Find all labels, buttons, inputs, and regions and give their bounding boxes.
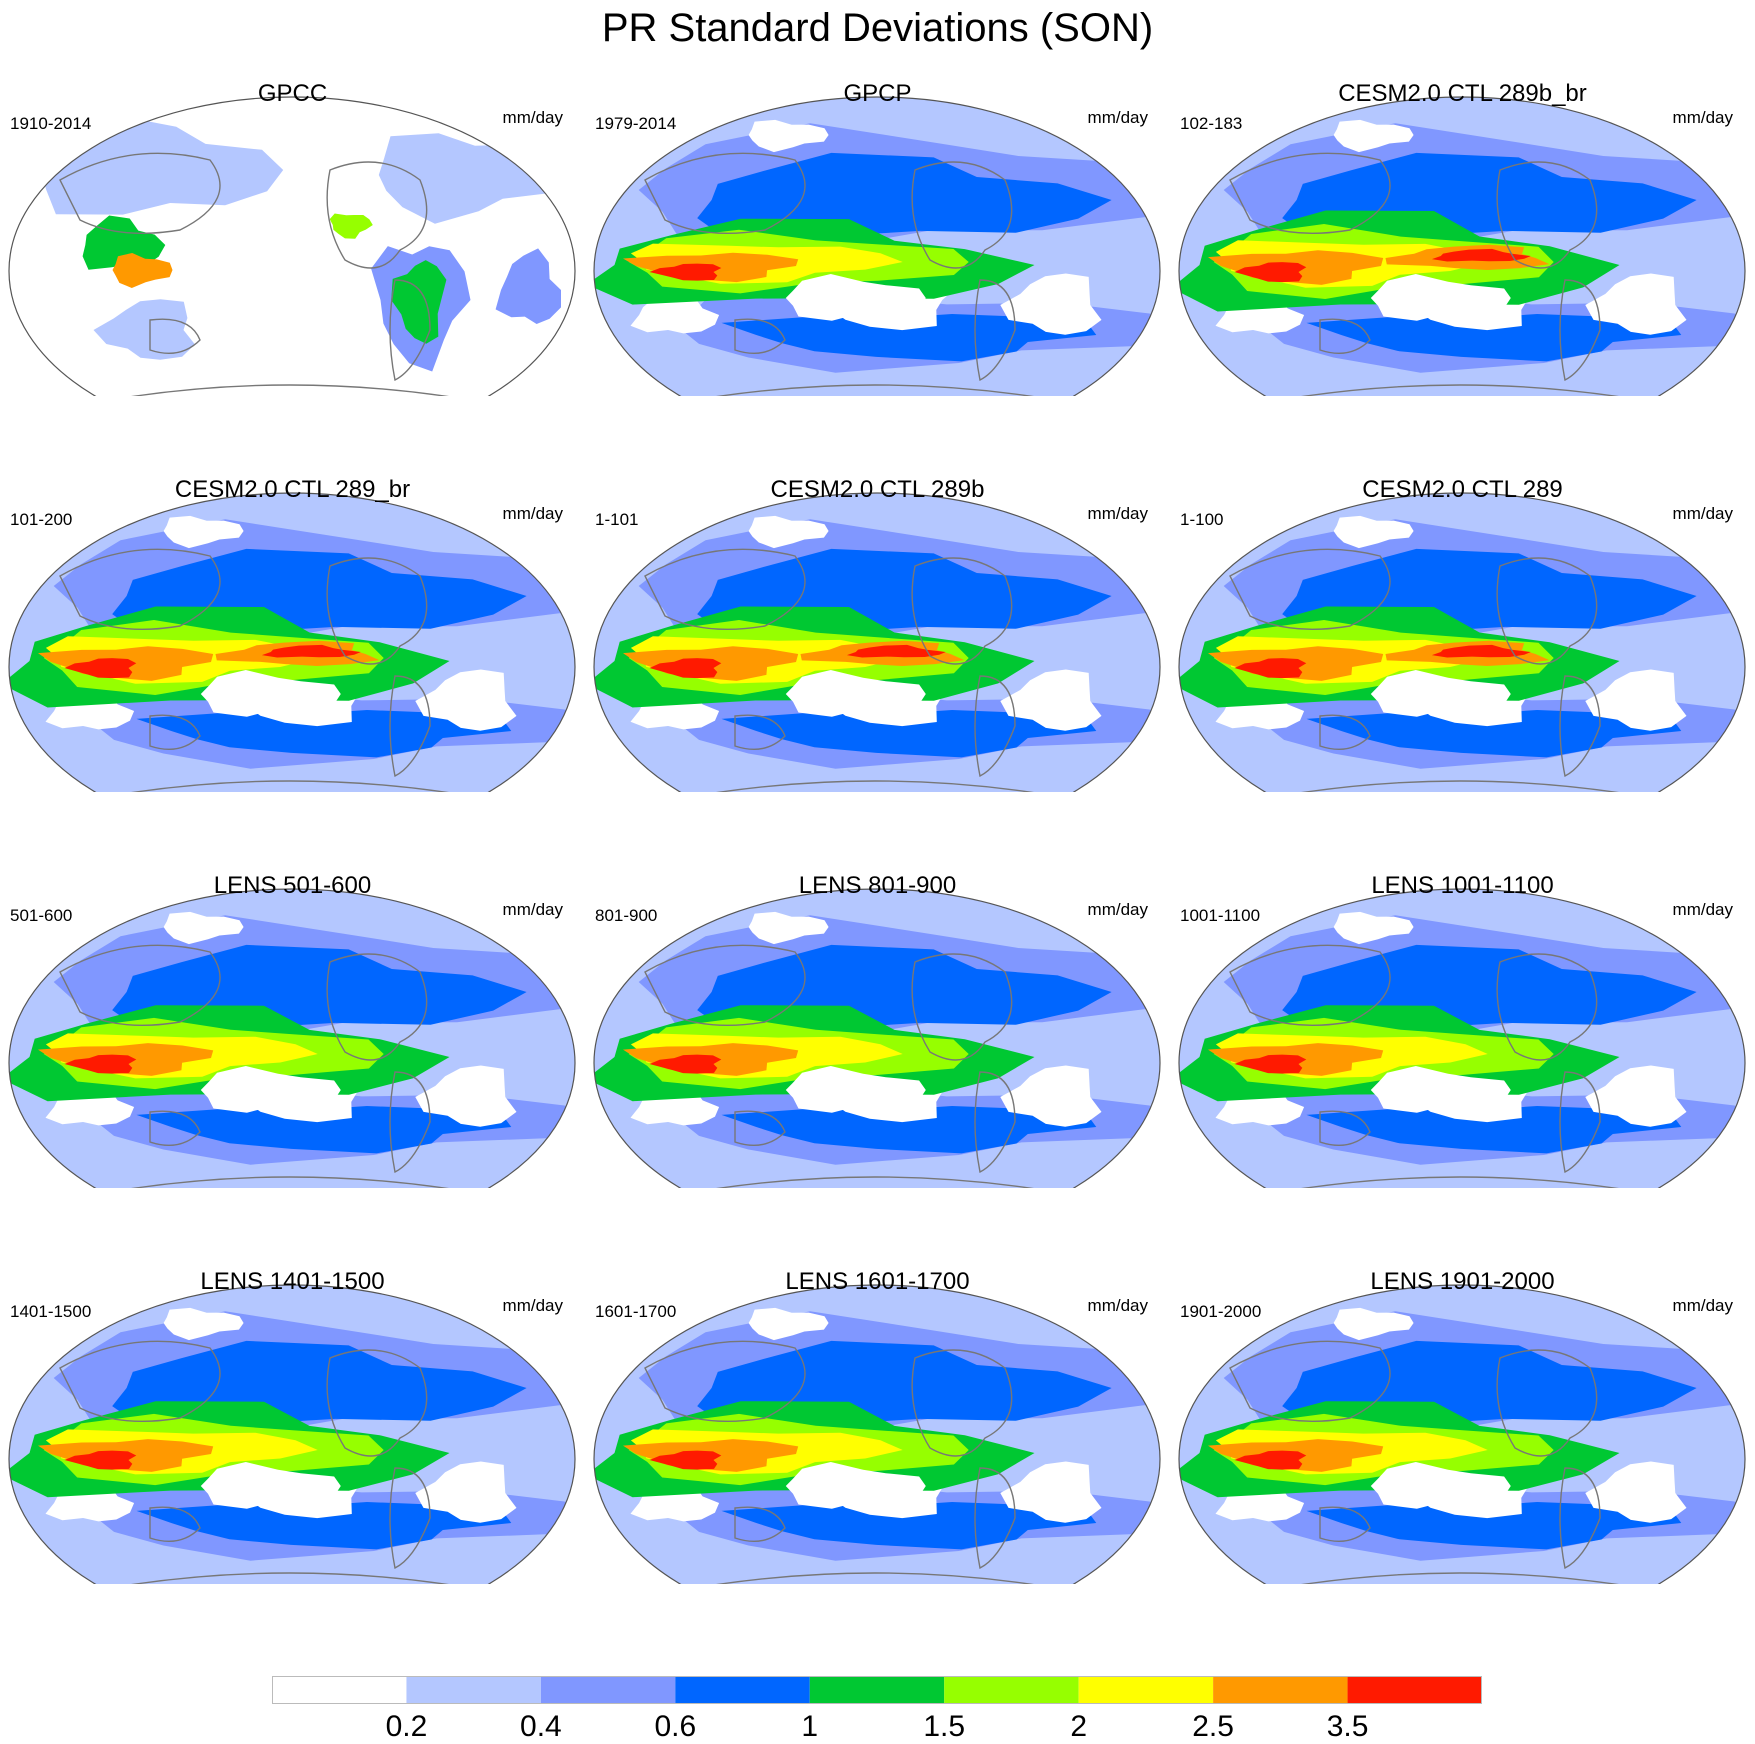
panel-period: 1910-2014 — [10, 114, 92, 133]
colorbar-swatch — [406, 1676, 541, 1704]
figure-title: PR Standard Deviations (SON) — [601, 6, 1154, 50]
map-svg — [1178, 1284, 1746, 1584]
precip-field — [9, 97, 575, 396]
panel-period: 801-900 — [595, 906, 658, 925]
colorbar-tick-label: 1.5 — [923, 1710, 966, 1743]
map-svg — [593, 888, 1161, 1188]
panel-title: CESM2.0 CTL 289_br — [174, 476, 411, 503]
panel-period: 1901-2000 — [1180, 1302, 1262, 1321]
panel-period: 1001-1100 — [1180, 906, 1261, 925]
panel-title: LENS 1001-1100 — [1371, 872, 1554, 899]
panel-units: mm/day — [1672, 504, 1733, 523]
precip-field — [594, 493, 1160, 792]
panel-units: mm/day — [1087, 504, 1148, 523]
map-svg — [593, 96, 1161, 396]
precip-field — [1179, 1285, 1745, 1584]
colorbar-tick-label: 1 — [801, 1710, 819, 1743]
map-panel: LENS 1901-2000 1901-2000 mm/day — [1170, 1188, 1755, 1584]
precip-field — [1179, 889, 1745, 1188]
precip-field — [1179, 97, 1745, 396]
map-svg — [8, 1284, 576, 1584]
map-panel: LENS 501-600 501-600 mm/day — [0, 792, 585, 1188]
colorbar-tick-label: 0.2 — [385, 1710, 428, 1743]
panel-units: mm/day — [1087, 1296, 1148, 1315]
colorbar-tick-label: 3.5 — [1326, 1710, 1369, 1743]
map-panel: GPCC 1910-2014 mm/day — [0, 0, 585, 396]
panel-title: LENS 1401-1500 — [200, 1268, 385, 1295]
colorbar-swatch — [540, 1676, 676, 1704]
colorbar-swatch — [1347, 1676, 1482, 1704]
panel-units: mm/day — [1087, 900, 1148, 919]
precip-field — [594, 97, 1160, 396]
colorbar-swatch — [675, 1676, 810, 1704]
panel-units: mm/day — [1087, 108, 1148, 127]
panel-period: 501-600 — [10, 906, 73, 925]
map-svg — [8, 888, 576, 1188]
colorbar-tick-label: 2.5 — [1192, 1710, 1234, 1743]
map-svg — [593, 492, 1161, 792]
panel-period: 101-200 — [10, 510, 73, 529]
panel-units: mm/day — [502, 108, 563, 127]
panel-units: mm/day — [502, 504, 563, 523]
colorbar-swatch — [272, 1676, 407, 1704]
precip-field — [594, 889, 1160, 1188]
panel-period: 1-101 — [595, 510, 639, 529]
panel-title: LENS 1901-2000 — [1370, 1268, 1555, 1295]
colorbar-swatch — [944, 1676, 1079, 1704]
map-panel: GPCP 1979-2014 mm/day — [585, 0, 1170, 396]
panel-units: mm/day — [1672, 900, 1733, 919]
colorbar-tick-label: 2 — [1070, 1710, 1087, 1743]
panel-title: LENS 801-900 — [798, 872, 957, 899]
colorbar-swatch — [1078, 1676, 1214, 1704]
map-svg — [1178, 96, 1746, 396]
panel-title: CESM2.0 CTL 289b — [770, 476, 985, 503]
panel-period: 1601-1700 — [595, 1302, 677, 1321]
precip-field — [1179, 493, 1745, 792]
map-svg — [1178, 888, 1746, 1188]
map-panel: LENS 1601-1700 1601-1700 mm/day — [585, 1188, 1170, 1584]
panel-title: LENS 501-600 — [213, 872, 372, 899]
panel-title: CESM2.0 CTL 289 — [1362, 476, 1563, 503]
panel-units: mm/day — [502, 900, 563, 919]
panel-period: 102-183 — [1180, 114, 1243, 133]
map-svg — [8, 492, 576, 792]
colorbar — [272, 1676, 1482, 1704]
map-panel: CESM2.0 CTL 289b_br 102-183 mm/day — [1170, 0, 1755, 396]
map-svg — [1178, 492, 1746, 792]
panel-units: mm/day — [502, 1296, 563, 1315]
precip-field — [9, 889, 575, 1188]
panel-period: 1-100 — [1180, 510, 1224, 529]
map-panel: CESM2.0 CTL 289_br 101-200 mm/day — [0, 396, 585, 792]
map-svg — [593, 1284, 1161, 1584]
colorbar-tick-label: 0.6 — [654, 1710, 697, 1743]
colorbar-swatch — [809, 1676, 945, 1704]
panel-period: 1979-2014 — [595, 114, 677, 133]
map-panel: LENS 1001-1100 1001-1100 mm/day — [1170, 792, 1755, 1188]
panel-title: GPCP — [843, 80, 912, 107]
map-panel: LENS 1401-1500 1401-1500 mm/day — [0, 1188, 585, 1584]
precip-field — [9, 493, 575, 792]
map-panel: LENS 801-900 801-900 mm/day — [585, 792, 1170, 1188]
precip-field — [594, 1285, 1160, 1584]
colorbar-tick-label: 0.4 — [520, 1710, 562, 1743]
colorbar-swatch — [1213, 1676, 1348, 1704]
panel-units: mm/day — [1672, 1296, 1733, 1315]
map-svg — [8, 96, 576, 396]
map-panel: CESM2.0 CTL 289b 1-101 mm/day — [585, 396, 1170, 792]
panel-title: CESM2.0 CTL 289b_br — [1338, 80, 1587, 107]
panel-title: LENS 1601-1700 — [785, 1268, 970, 1295]
precip-field — [9, 1285, 575, 1584]
panel-title: GPCC — [257, 80, 328, 107]
map-panel: CESM2.0 CTL 289 1-100 mm/day — [1170, 396, 1755, 792]
panel-period: 1401-1500 — [10, 1302, 92, 1321]
panel-units: mm/day — [1672, 108, 1733, 127]
